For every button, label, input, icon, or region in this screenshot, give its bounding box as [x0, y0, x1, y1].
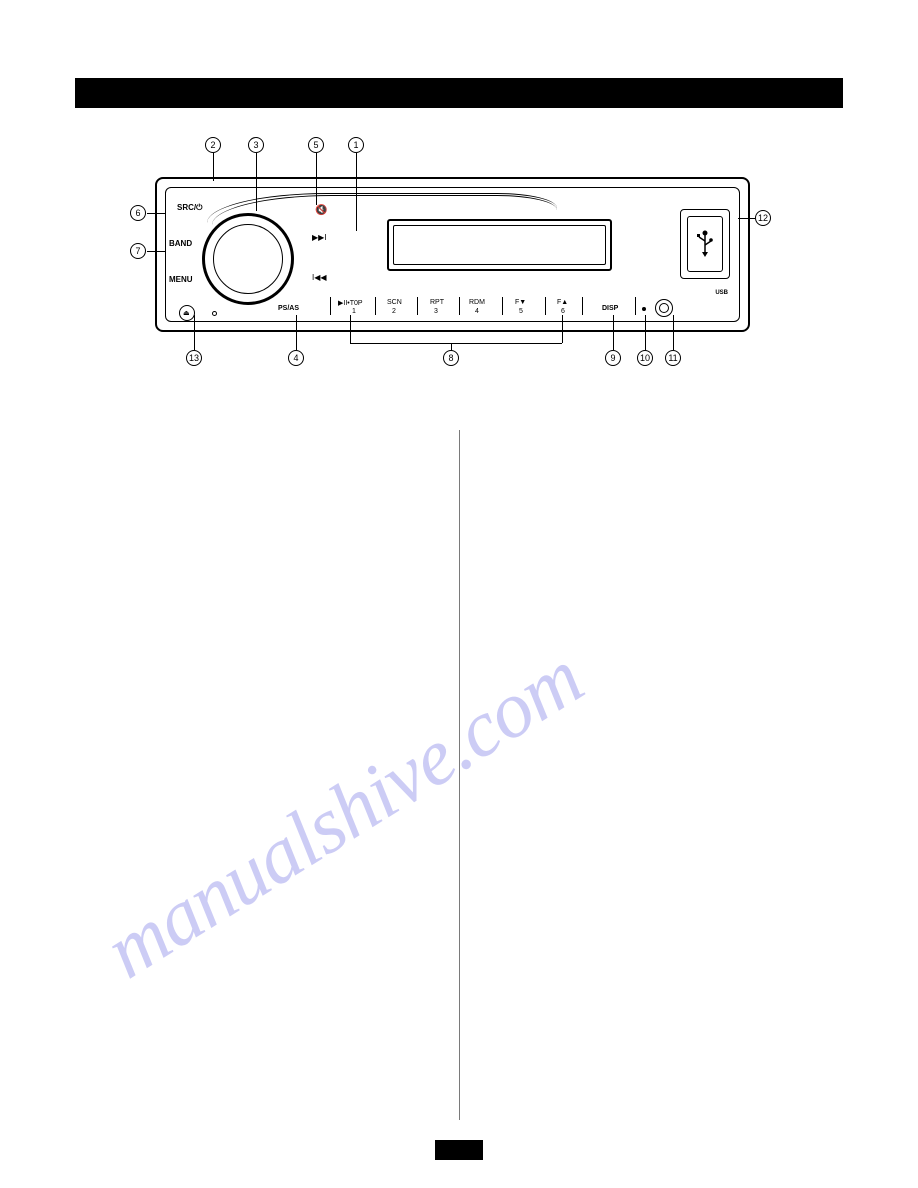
preset-5-top: F▼: [515, 299, 526, 306]
leader-line: [738, 218, 755, 219]
leader-line: [350, 315, 351, 343]
column-divider: [459, 430, 460, 1120]
callout-4: 4: [288, 350, 304, 366]
lcd-display: [387, 219, 612, 271]
reverse-icon: I◀◀: [312, 273, 327, 282]
callout-10: 10: [637, 350, 653, 366]
btn-divider: [375, 297, 376, 315]
preset-4-top: RDM: [469, 299, 485, 306]
src-button-label: SRC/⏻: [177, 203, 202, 213]
dial-inner: [213, 224, 283, 294]
menu-button-label: MENU: [169, 275, 193, 284]
watermark-text: manualshive.com: [90, 528, 766, 997]
btn-divider: [459, 297, 460, 315]
disp-label: DISP: [602, 305, 618, 312]
preset-1-num: 1: [352, 308, 356, 315]
preset-5-num: 5: [519, 308, 523, 315]
preset-1-top: ▶II•T0P: [338, 299, 363, 307]
callout-12: 12: [755, 210, 771, 226]
preset-2-top: SCN: [387, 299, 402, 306]
leader-line: [451, 343, 452, 351]
btn-divider: [635, 297, 636, 315]
btn-divider: [582, 297, 583, 315]
usb-label: USB: [715, 290, 728, 296]
usb-port: [680, 209, 730, 279]
mute-icon: 🔇: [315, 205, 327, 216]
callout-6: 6: [130, 205, 146, 221]
usb-port-inner: [687, 216, 723, 272]
callout-7: 7: [130, 243, 146, 259]
callout-1: 1: [348, 137, 364, 153]
preset-6-num: 6: [561, 308, 565, 315]
eject-button: ⏏: [179, 305, 195, 321]
eject-icon: ⏏: [183, 309, 190, 317]
leader-line: [296, 315, 297, 350]
callout-13: 13: [186, 350, 202, 366]
aux-jack: [655, 299, 673, 317]
callout-9: 9: [605, 350, 621, 366]
leader-line: [613, 315, 614, 350]
ir-sensor: [642, 307, 646, 311]
ps-as-label: PS/AS: [278, 305, 299, 312]
page-number-box: [435, 1140, 483, 1160]
callout-11: 11: [665, 350, 681, 366]
btn-divider: [417, 297, 418, 315]
lcd-inner: [393, 225, 606, 265]
stereo-faceplate: SRC/⏻ BAND MENU ⏏ 🔇 ▶▶I I◀◀: [155, 177, 750, 332]
leader-line: [147, 251, 165, 252]
rotary-dial: [202, 213, 294, 305]
stereo-diagram: 2 3 5 1 SRC/⏻ BAND MENU ⏏ 🔇 ▶▶I I◀◀: [155, 135, 765, 380]
usb-icon: [695, 229, 715, 259]
preset-6-top: F▲: [557, 299, 568, 306]
leader-line: [645, 315, 646, 350]
callout-2: 2: [205, 137, 221, 153]
leader-line: [350, 343, 562, 344]
btn-divider: [330, 297, 331, 315]
btn-divider: [545, 297, 546, 315]
preset-2-num: 2: [392, 308, 396, 315]
preset-3-top: RPT: [430, 299, 444, 306]
preset-3-num: 3: [434, 308, 438, 315]
forward-icon: ▶▶I: [312, 233, 327, 242]
page-container: 2 3 5 1 SRC/⏻ BAND MENU ⏏ 🔇 ▶▶I I◀◀: [0, 0, 918, 1188]
reset-hole: [212, 311, 217, 316]
callout-5: 5: [308, 137, 324, 153]
band-button-label: BAND: [169, 239, 192, 248]
leader-line: [194, 315, 195, 350]
btn-divider: [502, 297, 503, 315]
callout-8: 8: [443, 350, 459, 366]
leader-line: [147, 213, 165, 214]
aux-jack-inner: [659, 303, 669, 313]
leader-line: [562, 315, 563, 343]
section-header-bar: [75, 78, 843, 108]
callout-3: 3: [248, 137, 264, 153]
preset-4-num: 4: [475, 308, 479, 315]
leader-line: [673, 315, 674, 350]
